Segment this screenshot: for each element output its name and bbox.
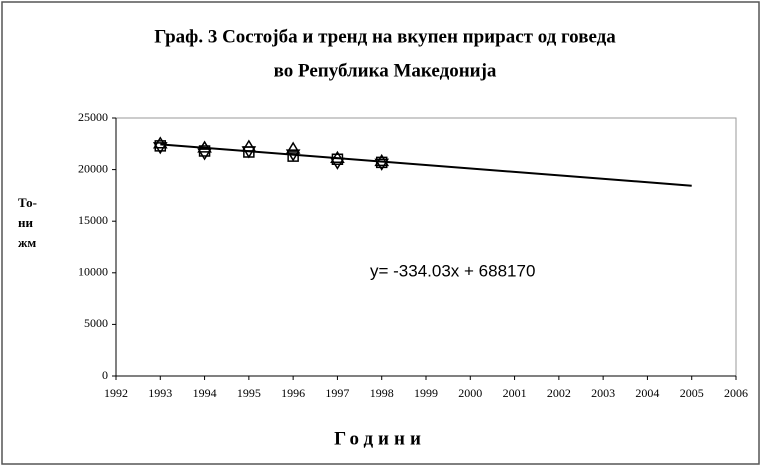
marker xyxy=(330,150,345,163)
x-tick-label: 2006 xyxy=(724,386,748,400)
x-tick-label: 1993 xyxy=(148,386,172,400)
x-tick-label: 1995 xyxy=(237,386,261,400)
y-axis-label: ни xyxy=(18,215,33,230)
trend-line xyxy=(160,143,692,187)
marker xyxy=(197,140,212,153)
y-axis-label: жм xyxy=(18,235,36,250)
marker xyxy=(287,150,299,162)
chart-title: во Република Македонија xyxy=(274,60,497,81)
x-tick-label: 2005 xyxy=(680,386,704,400)
y-tick-label: 5000 xyxy=(84,316,108,330)
marker xyxy=(152,142,168,155)
marker xyxy=(374,158,390,171)
marker xyxy=(241,146,257,159)
x-tick-label: 1992 xyxy=(104,386,128,400)
y-tick-label: 15000 xyxy=(78,213,108,227)
x-tick-label: 2002 xyxy=(547,386,571,400)
x-tick-label: 2004 xyxy=(635,386,659,400)
y-tick-label: 25000 xyxy=(78,110,108,124)
x-tick-label: 1997 xyxy=(325,386,349,400)
y-tick-label: 10000 xyxy=(78,265,108,279)
marker xyxy=(285,141,301,154)
y-axis-label: То- xyxy=(18,195,37,210)
marker xyxy=(285,149,301,162)
x-tick-label: 1996 xyxy=(281,386,305,400)
x-tick-label: 2001 xyxy=(503,386,527,400)
y-tick-label: 20000 xyxy=(78,161,108,175)
y-tick-label: 0 xyxy=(102,368,108,382)
x-axis-label: Години xyxy=(334,428,426,449)
annotation: y= -334.03x + 688170 xyxy=(370,261,535,280)
x-tick-label: 1999 xyxy=(414,386,438,400)
x-tick-label: 1998 xyxy=(370,386,394,400)
marker xyxy=(330,157,345,170)
chart-title: Граф. 3 Состојба и тренд на вкупен прира… xyxy=(154,26,616,47)
marker xyxy=(241,139,257,152)
x-tick-label: 1994 xyxy=(193,386,217,400)
marker xyxy=(197,148,212,161)
x-tick-label: 2000 xyxy=(458,386,482,400)
x-tick-label: 2003 xyxy=(591,386,615,400)
marker xyxy=(374,153,390,167)
